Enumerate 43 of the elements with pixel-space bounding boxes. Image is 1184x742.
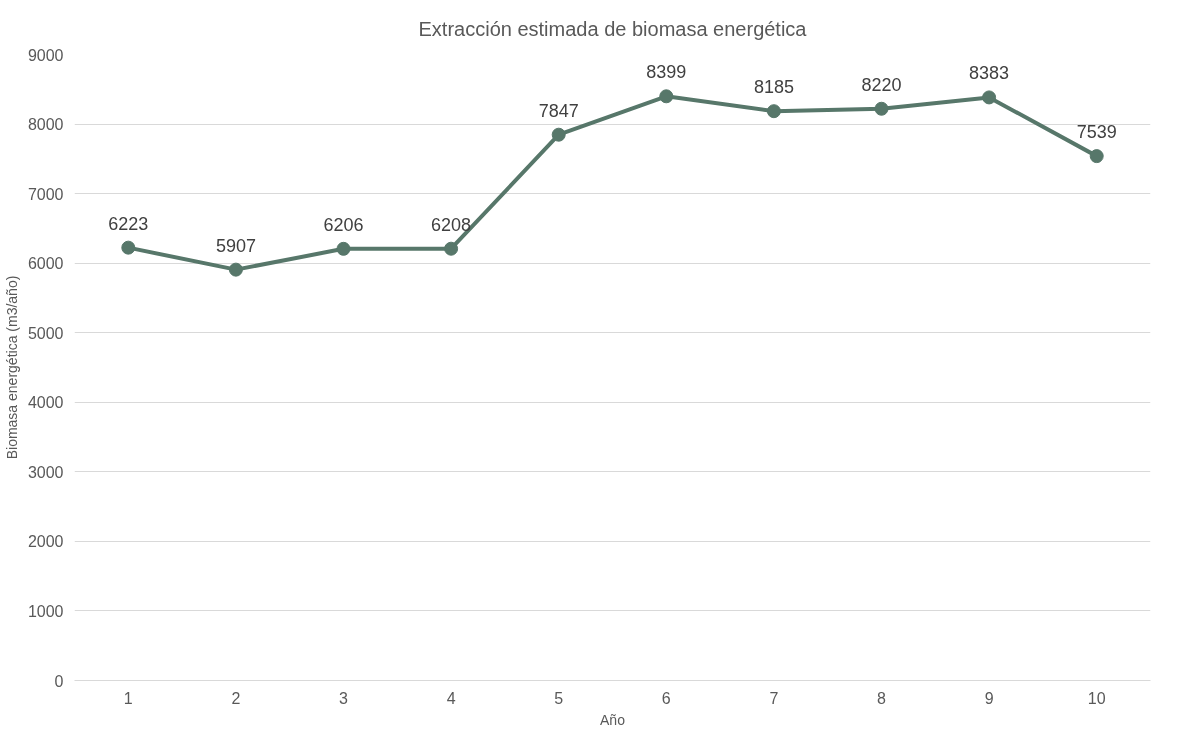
point	[444, 241, 459, 256]
x-tick-label: 10	[1087, 689, 1106, 707]
data-label: 8399	[646, 62, 687, 83]
data-label: 7539	[1076, 122, 1117, 143]
data-label: 6206	[323, 214, 364, 235]
x-axis-title: Año	[600, 711, 626, 728]
y-axis-title: Biomasa energética (m3/año)	[3, 275, 20, 460]
x-tick-label: 5	[554, 689, 564, 707]
data-label: 5907	[215, 235, 256, 256]
y-tick-label: 0	[54, 672, 64, 690]
y-tick-label: 9000	[27, 46, 64, 64]
data-label: 8185	[753, 77, 794, 98]
x-tick-label: 9	[984, 689, 994, 707]
point	[336, 241, 351, 256]
y-tick-label: 6000	[27, 255, 64, 273]
y-tick-label: 1000	[27, 602, 64, 620]
point	[121, 240, 136, 255]
point	[982, 90, 997, 105]
point	[766, 104, 781, 119]
x-tick-label: 6	[661, 689, 671, 707]
x-tick-label: 7	[769, 689, 779, 707]
y-tick-label: 3000	[27, 463, 64, 481]
point	[659, 89, 674, 104]
y-tick-label: 2000	[27, 533, 64, 551]
x-tick-label: 1	[123, 689, 133, 707]
x-tick-label: 2	[231, 689, 241, 707]
data-label: 8383	[969, 63, 1010, 84]
point	[1089, 149, 1104, 164]
point	[228, 262, 243, 277]
y-tick-label: 5000	[27, 324, 64, 342]
y-tick-label: 4000	[27, 394, 64, 412]
x-tick-label: 3	[339, 689, 349, 707]
data-label: 6223	[108, 213, 149, 234]
y-tick-label: 8000	[27, 116, 64, 134]
y-tick-label: 7000	[27, 185, 64, 203]
point	[874, 101, 889, 116]
x-tick-label: 4	[446, 689, 456, 707]
data-label: 8220	[861, 74, 902, 95]
data-label: 7847	[538, 100, 579, 121]
x-tick-label: 8	[877, 689, 887, 707]
data-label: 6208	[431, 214, 472, 235]
point	[551, 127, 566, 142]
chart-title: Extracción estimada de biomasa energética	[418, 17, 808, 40]
